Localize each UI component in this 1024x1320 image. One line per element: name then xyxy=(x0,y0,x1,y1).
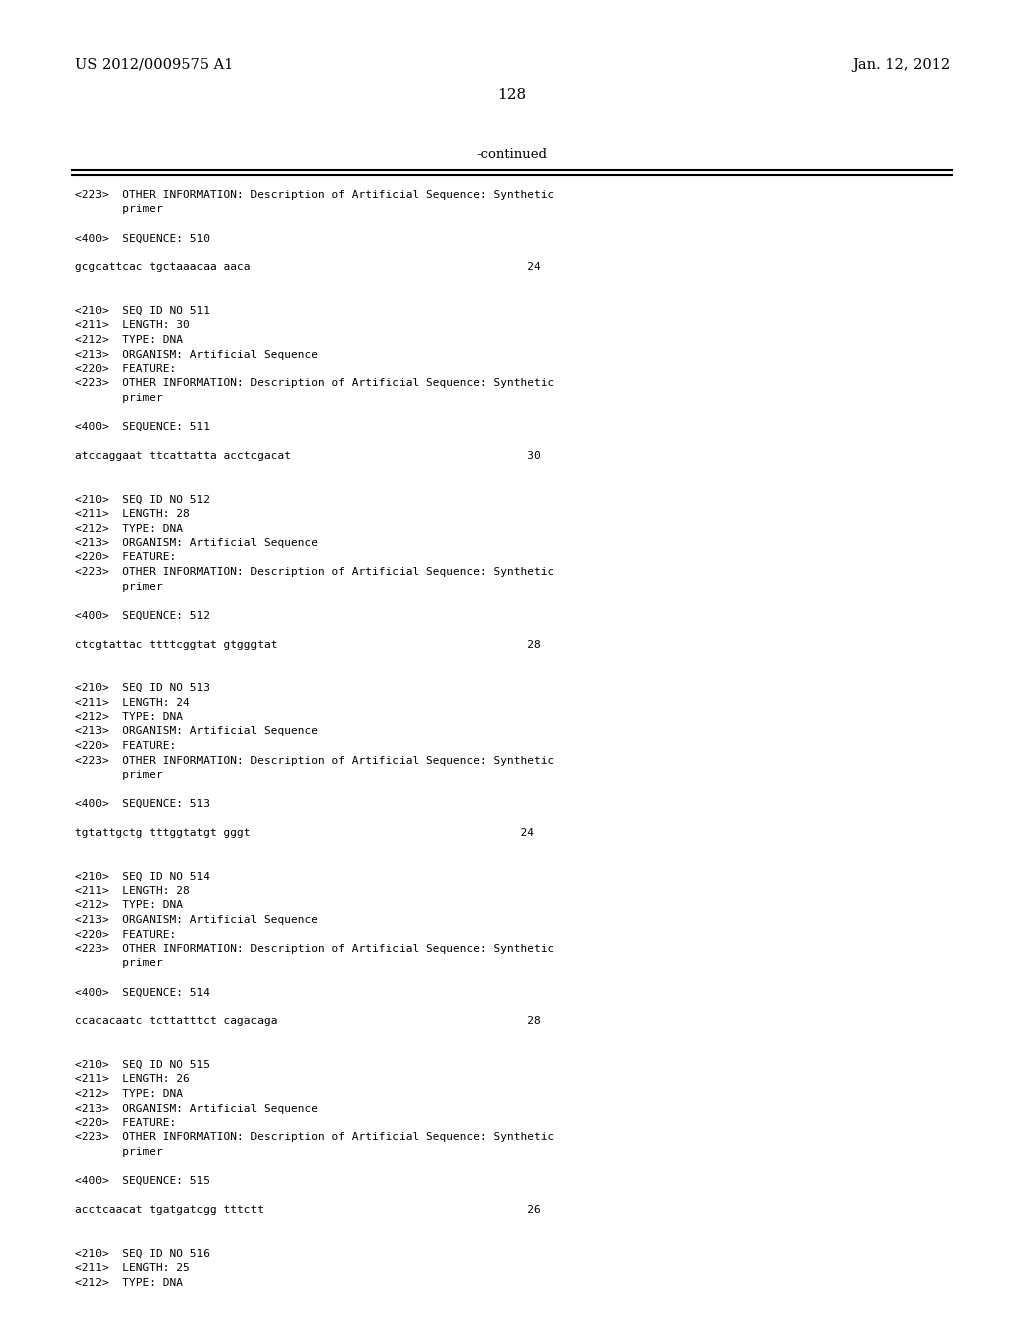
Text: <213>  ORGANISM: Artificial Sequence: <213> ORGANISM: Artificial Sequence xyxy=(75,726,318,737)
Text: <223>  OTHER INFORMATION: Description of Artificial Sequence: Synthetic: <223> OTHER INFORMATION: Description of … xyxy=(75,755,554,766)
Text: <210>  SEQ ID NO 515: <210> SEQ ID NO 515 xyxy=(75,1060,210,1071)
Text: <223>  OTHER INFORMATION: Description of Artificial Sequence: Synthetic: <223> OTHER INFORMATION: Description of … xyxy=(75,190,554,201)
Text: tgtattgctg tttggtatgt gggt                                        24: tgtattgctg tttggtatgt gggt 24 xyxy=(75,828,534,838)
Text: <213>  ORGANISM: Artificial Sequence: <213> ORGANISM: Artificial Sequence xyxy=(75,1104,318,1114)
Text: <211>  LENGTH: 30: <211> LENGTH: 30 xyxy=(75,321,189,330)
Text: primer: primer xyxy=(75,393,163,403)
Text: <220>  FEATURE:: <220> FEATURE: xyxy=(75,929,176,940)
Text: Jan. 12, 2012: Jan. 12, 2012 xyxy=(852,58,950,73)
Text: <400>  SEQUENCE: 510: <400> SEQUENCE: 510 xyxy=(75,234,210,243)
Text: 128: 128 xyxy=(498,88,526,102)
Text: <400>  SEQUENCE: 515: <400> SEQUENCE: 515 xyxy=(75,1176,210,1185)
Text: <213>  ORGANISM: Artificial Sequence: <213> ORGANISM: Artificial Sequence xyxy=(75,915,318,925)
Text: <213>  ORGANISM: Artificial Sequence: <213> ORGANISM: Artificial Sequence xyxy=(75,539,318,548)
Text: <212>  TYPE: DNA: <212> TYPE: DNA xyxy=(75,1089,183,1100)
Text: <212>  TYPE: DNA: <212> TYPE: DNA xyxy=(75,524,183,533)
Text: ctcgtattac ttttcggtat gtgggtat                                     28: ctcgtattac ttttcggtat gtgggtat 28 xyxy=(75,639,541,649)
Text: <211>  LENGTH: 25: <211> LENGTH: 25 xyxy=(75,1263,189,1272)
Text: <223>  OTHER INFORMATION: Description of Artificial Sequence: Synthetic: <223> OTHER INFORMATION: Description of … xyxy=(75,568,554,577)
Text: <212>  TYPE: DNA: <212> TYPE: DNA xyxy=(75,335,183,345)
Text: <400>  SEQUENCE: 512: <400> SEQUENCE: 512 xyxy=(75,610,210,620)
Text: <210>  SEQ ID NO 516: <210> SEQ ID NO 516 xyxy=(75,1249,210,1258)
Text: <400>  SEQUENCE: 514: <400> SEQUENCE: 514 xyxy=(75,987,210,998)
Text: ccacacaatc tcttatttct cagacaga                                     28: ccacacaatc tcttatttct cagacaga 28 xyxy=(75,1016,541,1027)
Text: <220>  FEATURE:: <220> FEATURE: xyxy=(75,364,176,374)
Text: -continued: -continued xyxy=(476,148,548,161)
Text: acctcaacat tgatgatcgg tttctt                                       26: acctcaacat tgatgatcgg tttctt 26 xyxy=(75,1205,541,1214)
Text: gcgcattcac tgctaaacaa aaca                                         24: gcgcattcac tgctaaacaa aaca 24 xyxy=(75,263,541,272)
Text: <213>  ORGANISM: Artificial Sequence: <213> ORGANISM: Artificial Sequence xyxy=(75,350,318,359)
Text: atccaggaat ttcattatta acctcgacat                                   30: atccaggaat ttcattatta acctcgacat 30 xyxy=(75,451,541,461)
Text: <210>  SEQ ID NO 512: <210> SEQ ID NO 512 xyxy=(75,495,210,504)
Text: <220>  FEATURE:: <220> FEATURE: xyxy=(75,741,176,751)
Text: <211>  LENGTH: 28: <211> LENGTH: 28 xyxy=(75,510,189,519)
Text: <400>  SEQUENCE: 511: <400> SEQUENCE: 511 xyxy=(75,422,210,432)
Text: <211>  LENGTH: 26: <211> LENGTH: 26 xyxy=(75,1074,189,1085)
Text: <223>  OTHER INFORMATION: Description of Artificial Sequence: Synthetic: <223> OTHER INFORMATION: Description of … xyxy=(75,944,554,954)
Text: US 2012/0009575 A1: US 2012/0009575 A1 xyxy=(75,58,233,73)
Text: <212>  TYPE: DNA: <212> TYPE: DNA xyxy=(75,1278,183,1287)
Text: <212>  TYPE: DNA: <212> TYPE: DNA xyxy=(75,900,183,911)
Text: primer: primer xyxy=(75,1147,163,1158)
Text: primer: primer xyxy=(75,582,163,591)
Text: <211>  LENGTH: 28: <211> LENGTH: 28 xyxy=(75,886,189,896)
Text: <223>  OTHER INFORMATION: Description of Artificial Sequence: Synthetic: <223> OTHER INFORMATION: Description of … xyxy=(75,1133,554,1143)
Text: primer: primer xyxy=(75,958,163,969)
Text: <210>  SEQ ID NO 511: <210> SEQ ID NO 511 xyxy=(75,306,210,315)
Text: <211>  LENGTH: 24: <211> LENGTH: 24 xyxy=(75,697,189,708)
Text: <210>  SEQ ID NO 514: <210> SEQ ID NO 514 xyxy=(75,871,210,882)
Text: primer: primer xyxy=(75,205,163,214)
Text: <210>  SEQ ID NO 513: <210> SEQ ID NO 513 xyxy=(75,682,210,693)
Text: <220>  FEATURE:: <220> FEATURE: xyxy=(75,1118,176,1129)
Text: <400>  SEQUENCE: 513: <400> SEQUENCE: 513 xyxy=(75,799,210,809)
Text: <212>  TYPE: DNA: <212> TYPE: DNA xyxy=(75,711,183,722)
Text: primer: primer xyxy=(75,770,163,780)
Text: <223>  OTHER INFORMATION: Description of Artificial Sequence: Synthetic: <223> OTHER INFORMATION: Description of … xyxy=(75,379,554,388)
Text: <220>  FEATURE:: <220> FEATURE: xyxy=(75,553,176,562)
